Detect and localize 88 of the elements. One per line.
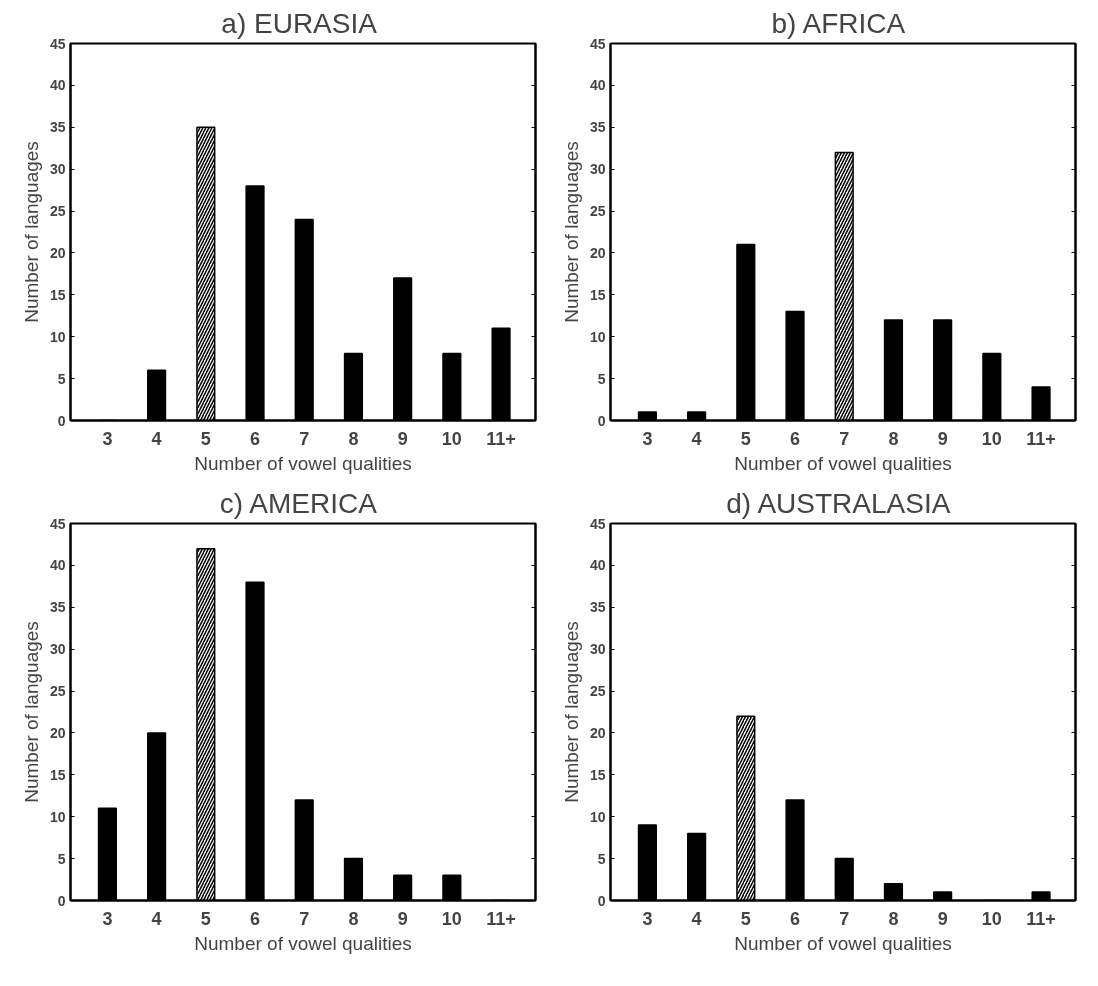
y-tick-label: 40: [49, 77, 66, 94]
x-tick-label: 11+: [486, 908, 516, 929]
x-tick-label: 10: [441, 428, 462, 449]
x-tick-label: 9: [937, 428, 948, 449]
y-tick-label: 20: [49, 724, 66, 741]
x-tick-label: 11+: [486, 428, 516, 449]
y-tick-label: 10: [589, 808, 606, 825]
chart-title: a) EURASIA: [221, 7, 378, 39]
y-tick-label: 5: [57, 850, 66, 867]
y-tick-label: 20: [589, 724, 606, 741]
y-tick-label: 30: [49, 161, 66, 178]
x-tick-label: 10: [441, 908, 462, 929]
y-tick-label: 35: [589, 119, 606, 136]
x-axis-title: Number of vowel qualities: [734, 452, 952, 474]
x-tick-label: 3: [102, 908, 113, 929]
y-tick-label: 25: [49, 683, 66, 700]
y-tick-label: 25: [49, 203, 66, 220]
y-tick-label: 20: [49, 244, 66, 261]
x-tick-label: 5: [740, 908, 751, 929]
x-tick-label: 8: [348, 908, 359, 929]
x-tick-label: 7: [299, 428, 310, 449]
y-tick-label: 15: [49, 286, 66, 303]
chart-title: c) AMERICA: [219, 487, 378, 519]
y-tick-label: 0: [597, 412, 606, 429]
y-tick-label: 25: [589, 683, 606, 700]
y-tick-label: 10: [49, 808, 66, 825]
y-tick-label: 15: [49, 766, 66, 783]
y-tick-label: 10: [49, 328, 66, 345]
x-tick-label: 9: [937, 908, 948, 929]
x-tick-label: 6: [790, 428, 801, 449]
y-tick-label: 20: [589, 244, 606, 261]
y-tick-label: 0: [57, 892, 66, 909]
y-tick-label: 5: [597, 850, 606, 867]
x-tick-label: 9: [397, 908, 408, 929]
y-axis-title: Number of languages: [560, 621, 582, 803]
y-tick-label: 35: [589, 599, 606, 616]
y-tick-label: 30: [589, 641, 606, 658]
x-tick-label: 9: [397, 428, 408, 449]
x-tick-label: 11+: [1026, 428, 1056, 449]
x-tick-label: 6: [790, 908, 801, 929]
x-axis-title: Number of vowel qualities: [194, 452, 412, 474]
chart-title: b) AFRICA: [771, 7, 906, 39]
x-tick-label: 3: [102, 428, 113, 449]
y-tick-label: 40: [589, 557, 606, 574]
y-tick-label: 0: [57, 412, 66, 429]
x-tick-label: 8: [888, 428, 899, 449]
y-tick-label: 5: [57, 370, 66, 387]
y-tick-label: 15: [589, 286, 606, 303]
y-tick-label: 0: [597, 892, 606, 909]
y-tick-label: 45: [589, 35, 606, 52]
y-tick-label: 45: [589, 515, 606, 532]
y-tick-label: 15: [589, 766, 606, 783]
y-tick-label: 45: [49, 35, 66, 52]
x-tick-label: 10: [981, 908, 1002, 929]
y-axis-title: Number of languages: [20, 621, 42, 803]
x-tick-label: 11+: [1026, 908, 1056, 929]
x-tick-label: 8: [888, 908, 899, 929]
x-tick-label: 5: [200, 908, 211, 929]
x-tick-label: 6: [250, 908, 261, 929]
x-tick-label: 6: [250, 428, 261, 449]
x-tick-label: 5: [740, 428, 751, 449]
x-tick-label: 3: [642, 428, 653, 449]
x-tick-label: 7: [299, 908, 310, 929]
y-tick-label: 45: [49, 515, 66, 532]
x-tick-label: 4: [151, 428, 162, 449]
y-tick-label: 40: [49, 557, 66, 574]
x-tick-label: 4: [691, 428, 702, 449]
y-axis-title: Number of languages: [560, 141, 582, 323]
y-tick-label: 35: [49, 599, 66, 616]
y-tick-label: 30: [49, 641, 66, 658]
x-tick-label: 7: [839, 908, 850, 929]
x-axis-title: Number of vowel qualities: [194, 932, 412, 954]
y-tick-label: 25: [589, 203, 606, 220]
x-axis-title: Number of vowel qualities: [734, 932, 952, 954]
x-tick-label: 4: [151, 908, 162, 929]
chart-title: d) AUSTRALASIA: [726, 487, 951, 519]
x-tick-label: 7: [839, 428, 850, 449]
y-tick-label: 40: [589, 77, 606, 94]
y-tick-label: 10: [589, 328, 606, 345]
y-tick-label: 30: [589, 161, 606, 178]
x-tick-label: 8: [348, 428, 359, 449]
y-axis-title: Number of languages: [20, 141, 42, 323]
x-tick-label: 4: [691, 908, 702, 929]
x-tick-label: 3: [642, 908, 653, 929]
y-tick-label: 5: [597, 370, 606, 387]
x-tick-label: 5: [200, 428, 211, 449]
x-tick-label: 10: [981, 428, 1002, 449]
y-tick-label: 35: [49, 119, 66, 136]
